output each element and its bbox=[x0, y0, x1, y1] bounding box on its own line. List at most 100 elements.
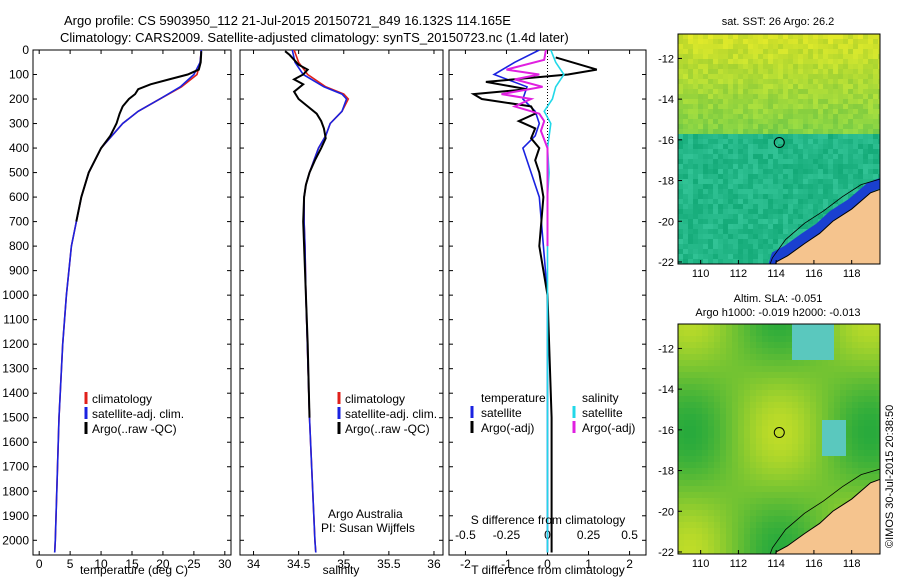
series-line-t-argo bbox=[470, 56, 598, 553]
map-y-tick-label: -12 bbox=[658, 343, 674, 355]
legend-argo: Argo(..raw -QC) bbox=[92, 422, 177, 436]
argo-location-marker bbox=[773, 137, 785, 149]
map-y-tick-label: -18 bbox=[658, 466, 674, 478]
x-tick-label: 0 bbox=[544, 557, 551, 571]
map-x-tick-label: 110 bbox=[692, 558, 710, 570]
legend-satellite-adj: satellite-adj. clim. bbox=[92, 407, 184, 421]
sst-map-frame bbox=[677, 33, 881, 265]
x-tick-label: 0 bbox=[36, 557, 43, 571]
temperature-panel bbox=[32, 49, 232, 556]
argo-location-marker bbox=[773, 427, 785, 439]
x-tick-label: 5 bbox=[67, 557, 74, 571]
map-y-tick-label: -16 bbox=[658, 425, 674, 437]
x-tick-label: 34.5 bbox=[287, 557, 311, 571]
y-tick-label: 1200 bbox=[2, 337, 29, 351]
map-x-tick-label: 116 bbox=[805, 268, 823, 280]
x-tick-label: 30 bbox=[218, 557, 232, 571]
y-tick-label: 1700 bbox=[2, 460, 29, 474]
isobath bbox=[769, 178, 880, 264]
legend-t-argo: Argo(-adj) bbox=[481, 421, 534, 435]
x-tick-label: 35.5 bbox=[377, 557, 401, 571]
s-diff-xlabel: S difference from climatology bbox=[471, 513, 626, 527]
map-y-tick-label: -20 bbox=[658, 506, 674, 518]
legend-satellite-adj: satellite-adj. clim. bbox=[345, 407, 437, 421]
y-tick-label: 0 bbox=[22, 43, 29, 57]
sla-map-title1: Altim. SLA: -0.051 bbox=[734, 293, 823, 305]
series-line-s-argo bbox=[501, 50, 549, 247]
imos-credit: ©IMOS 30-Jul-2015 20:38:50 bbox=[884, 405, 896, 548]
map-y-tick-label: -14 bbox=[658, 94, 674, 106]
y-tick-label: 800 bbox=[9, 239, 29, 253]
pi-note: PI: Susan Wijffels bbox=[321, 521, 415, 535]
s-tick-label: 0.5 bbox=[621, 528, 638, 542]
s-tick-label: 0.25 bbox=[577, 528, 601, 542]
y-tick-label: 2000 bbox=[2, 533, 29, 547]
legend-argo: Argo(..raw -QC) bbox=[345, 422, 430, 436]
x-tick-label: 2 bbox=[626, 557, 633, 571]
x-tick-label: 15 bbox=[125, 557, 139, 571]
land bbox=[775, 188, 880, 264]
y-tick-label: 1900 bbox=[2, 509, 29, 523]
y-tick-label: 1400 bbox=[2, 386, 29, 400]
isobath bbox=[769, 468, 880, 554]
y-tick-label: 1300 bbox=[2, 362, 29, 376]
x-tick-label: 20 bbox=[156, 557, 170, 571]
map-x-tick-label: 114 bbox=[767, 268, 785, 280]
x-tick-label: 1 bbox=[585, 557, 592, 571]
difference-legend: temperature satellite Argo(-adj) salinit… bbox=[470, 391, 635, 435]
sla-map bbox=[678, 324, 880, 554]
s-tick-label: -0.5 bbox=[455, 528, 476, 542]
header-line1: Argo profile: CS 5903950_112 21-Jul-2015… bbox=[64, 13, 511, 28]
legend-climatology: climatology bbox=[92, 392, 152, 406]
x-tick-label: -1 bbox=[501, 557, 512, 571]
y-tick-label: 100 bbox=[9, 68, 29, 82]
map-y-tick-label: -16 bbox=[658, 135, 674, 147]
sst-map-title: sat. SST: 26 Argo: 26.2 bbox=[722, 16, 835, 28]
map-y-tick-label: -22 bbox=[658, 547, 674, 559]
map-x-tick-label: 110 bbox=[692, 268, 710, 280]
y-tick-label: 300 bbox=[9, 117, 29, 131]
argo-australia-note: Argo Australia bbox=[328, 507, 403, 521]
salinity-panel bbox=[239, 49, 444, 556]
map-y-tick-label: -12 bbox=[658, 53, 674, 65]
y-tick-label: 600 bbox=[9, 190, 29, 204]
x-tick-label: 35 bbox=[337, 557, 351, 571]
x-tick-label: 25 bbox=[187, 557, 201, 571]
x-tick-label: 34 bbox=[247, 557, 261, 571]
s-tick-label: -0.25 bbox=[493, 528, 521, 542]
map-x-tick-label: 116 bbox=[805, 558, 823, 570]
sla-map-title2: Argo h1000: -0.019 h2000: -0.013 bbox=[695, 307, 860, 319]
t-diff-xlabel: T difference from climatology bbox=[471, 563, 625, 577]
legend-climatology: climatology bbox=[345, 392, 405, 406]
map-y-tick-label: -14 bbox=[658, 384, 674, 396]
y-tick-label: 200 bbox=[9, 92, 29, 106]
y-tick-label: 900 bbox=[9, 264, 29, 278]
legend-s-argo: Argo(-adj) bbox=[582, 421, 635, 435]
x-tick-label: -2 bbox=[460, 557, 471, 571]
map-y-tick-label: -18 bbox=[658, 176, 674, 188]
temperature-legend: climatology satellite-adj. clim. Argo(..… bbox=[84, 392, 184, 436]
y-tick-label: 1100 bbox=[3, 313, 29, 327]
map-x-tick-label: 112 bbox=[730, 558, 748, 570]
legend-t-satellite: satellite bbox=[481, 406, 522, 420]
header-line2: Climatology: CARS2009. Satellite-adjuste… bbox=[60, 30, 569, 45]
map-x-tick-label: 114 bbox=[767, 558, 785, 570]
x-tick-label: 36 bbox=[427, 557, 441, 571]
y-tick-label: 1800 bbox=[2, 484, 29, 498]
y-tick-label: 1500 bbox=[2, 411, 29, 425]
x-tick-label: 10 bbox=[94, 557, 108, 571]
salinity-legend: climatology satellite-adj. clim. Argo(..… bbox=[337, 392, 437, 436]
series-line-argo bbox=[75, 51, 203, 222]
legend-salinity-head: salinity bbox=[582, 391, 619, 405]
sla-map-frame bbox=[677, 323, 881, 555]
map-x-tick-label: 118 bbox=[843, 268, 861, 280]
temperature-xlabel: temperature (deg C) bbox=[80, 563, 188, 577]
shelf-band bbox=[768, 178, 880, 264]
salinity-xlabel: salinity bbox=[323, 563, 360, 577]
series-line-argo bbox=[284, 50, 327, 418]
land bbox=[775, 478, 880, 554]
map-y-tick-label: -22 bbox=[658, 257, 674, 269]
y-tick-label: 400 bbox=[9, 141, 29, 155]
legend-temperature-head: temperature bbox=[481, 391, 546, 405]
